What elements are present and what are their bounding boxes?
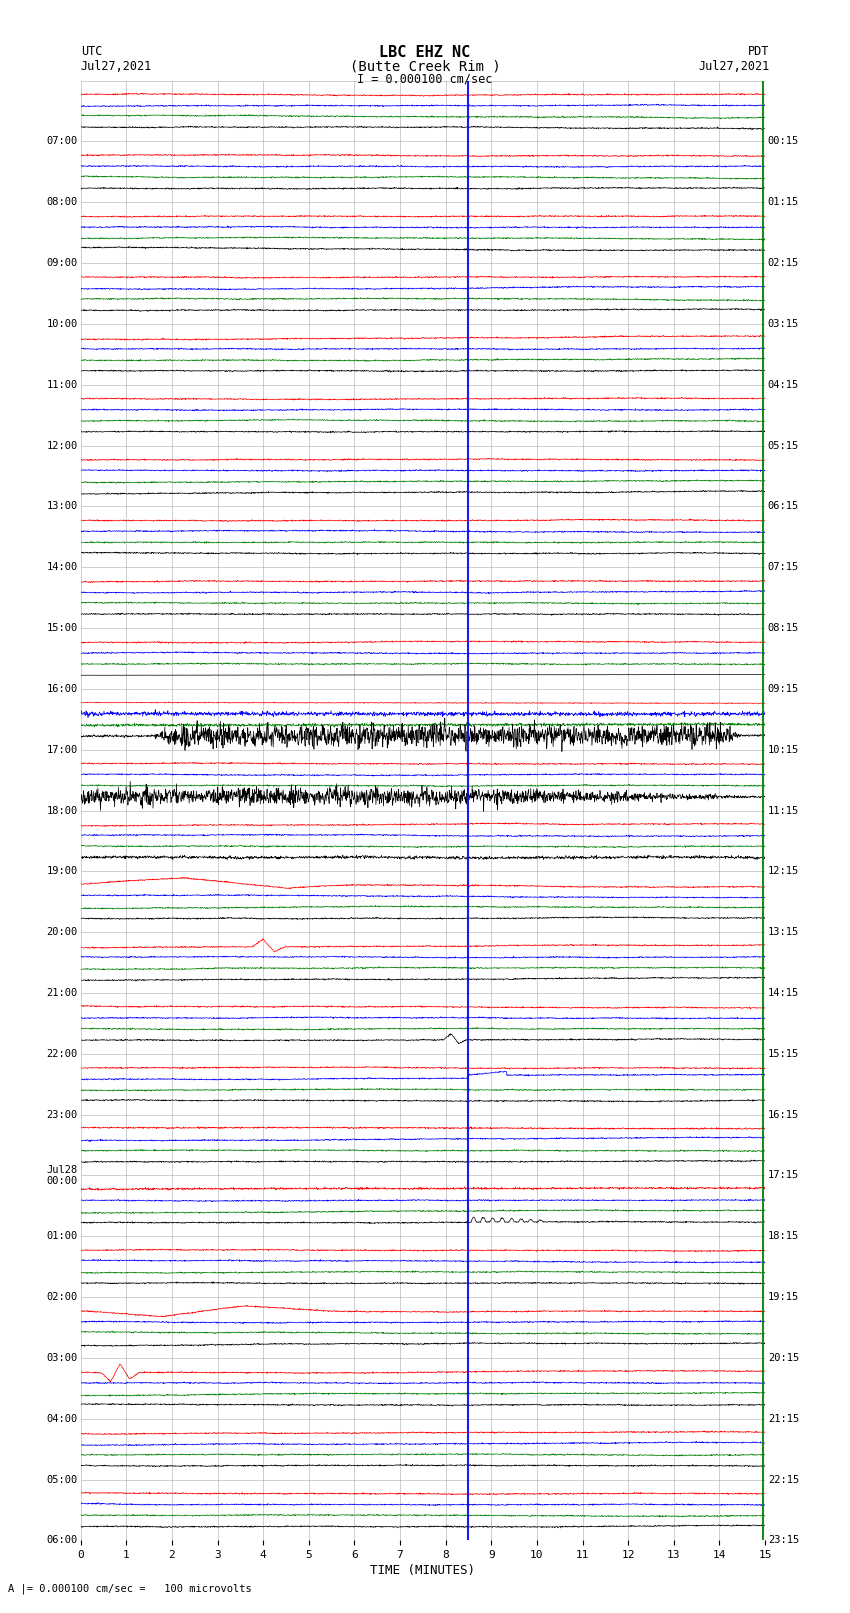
Text: Jul27,2021: Jul27,2021	[81, 60, 152, 73]
Text: PDT: PDT	[748, 45, 769, 58]
Text: Jul27,2021: Jul27,2021	[698, 60, 769, 73]
Text: LBC EHZ NC: LBC EHZ NC	[379, 45, 471, 60]
Text: A |= 0.000100 cm/sec =   100 microvolts: A |= 0.000100 cm/sec = 100 microvolts	[8, 1582, 252, 1594]
Text: I = 0.000100 cm/sec: I = 0.000100 cm/sec	[357, 73, 493, 85]
X-axis label: TIME (MINUTES): TIME (MINUTES)	[371, 1565, 475, 1578]
Text: UTC: UTC	[81, 45, 102, 58]
Text: (Butte Creek Rim ): (Butte Creek Rim )	[349, 60, 501, 74]
